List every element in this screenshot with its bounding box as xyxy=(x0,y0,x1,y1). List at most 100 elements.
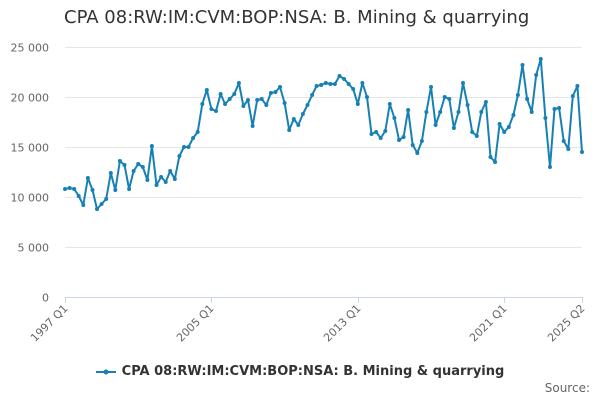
data-point[interactable] xyxy=(76,194,81,198)
data-point[interactable] xyxy=(149,144,154,148)
data-point[interactable] xyxy=(177,154,182,158)
data-point[interactable] xyxy=(250,124,255,128)
data-point[interactable] xyxy=(287,128,292,132)
data-point[interactable] xyxy=(259,97,264,101)
data-point[interactable] xyxy=(497,122,502,126)
data-point[interactable] xyxy=(172,177,177,181)
data-point[interactable] xyxy=(401,135,406,139)
data-point[interactable] xyxy=(200,102,205,106)
data-point[interactable] xyxy=(342,77,347,81)
data-point[interactable] xyxy=(451,126,456,130)
data-point[interactable] xyxy=(95,207,99,211)
data-point[interactable] xyxy=(227,97,232,101)
data-point[interactable] xyxy=(520,63,525,67)
legend[interactable]: CPA 08:RW:IM:CVM:BOP:NSA: B. Mining & qu… xyxy=(0,364,600,381)
data-point[interactable] xyxy=(429,85,433,89)
data-point[interactable] xyxy=(529,110,534,114)
series-line[interactable] xyxy=(64,58,583,210)
data-point[interactable] xyxy=(442,95,447,99)
data-point[interactable] xyxy=(218,92,223,96)
data-point[interactable] xyxy=(566,147,571,151)
data-point[interactable] xyxy=(493,160,498,164)
data-point[interactable] xyxy=(246,98,250,102)
data-point[interactable] xyxy=(378,136,383,140)
data-point[interactable] xyxy=(465,103,470,107)
data-point[interactable] xyxy=(136,162,141,166)
data-point[interactable] xyxy=(72,187,77,191)
data-point[interactable] xyxy=(108,171,113,175)
data-point[interactable] xyxy=(355,102,360,106)
data-point[interactable] xyxy=(419,139,424,143)
data-point[interactable] xyxy=(369,132,374,136)
data-point[interactable] xyxy=(438,110,443,114)
data-point[interactable] xyxy=(182,145,186,149)
data-point[interactable] xyxy=(580,150,584,154)
data-point[interactable] xyxy=(255,98,260,102)
data-point[interactable] xyxy=(337,74,342,78)
data-point[interactable] xyxy=(506,125,511,129)
data-point[interactable] xyxy=(410,143,415,147)
data-point[interactable] xyxy=(346,82,351,86)
data-point[interactable] xyxy=(365,95,369,99)
data-point[interactable] xyxy=(332,82,337,86)
data-point[interactable] xyxy=(479,110,484,114)
data-point[interactable] xyxy=(214,109,218,113)
data-point[interactable] xyxy=(374,130,379,134)
data-point[interactable] xyxy=(291,117,296,121)
data-point[interactable] xyxy=(461,81,465,85)
data-point[interactable] xyxy=(525,97,530,101)
data-point[interactable] xyxy=(81,203,86,207)
data-point[interactable] xyxy=(278,85,282,89)
data-point[interactable] xyxy=(113,188,118,192)
data-point[interactable] xyxy=(424,110,429,114)
data-point[interactable] xyxy=(488,155,493,159)
data-point[interactable] xyxy=(186,145,191,149)
data-point[interactable] xyxy=(310,93,315,97)
data-point[interactable] xyxy=(241,104,246,108)
data-point[interactable] xyxy=(511,113,516,117)
data-point[interactable] xyxy=(104,197,109,201)
data-point[interactable] xyxy=(502,130,507,134)
data-point[interactable] xyxy=(117,159,122,163)
data-point[interactable] xyxy=(433,123,438,127)
data-point[interactable] xyxy=(415,151,420,155)
data-point[interactable] xyxy=(67,186,72,190)
data-point[interactable] xyxy=(406,108,411,112)
data-point[interactable] xyxy=(168,169,173,173)
data-point[interactable] xyxy=(195,130,200,134)
data-point[interactable] xyxy=(154,183,159,187)
data-point[interactable] xyxy=(232,92,237,96)
data-point[interactable] xyxy=(305,103,310,107)
data-point[interactable] xyxy=(470,130,475,134)
data-point[interactable] xyxy=(127,187,132,191)
data-point[interactable] xyxy=(264,103,269,107)
data-point[interactable] xyxy=(300,112,305,116)
data-point[interactable] xyxy=(447,97,452,101)
data-point[interactable] xyxy=(163,180,168,184)
data-point[interactable] xyxy=(273,90,278,94)
data-point[interactable] xyxy=(557,106,562,110)
data-point[interactable] xyxy=(552,107,557,111)
data-point[interactable] xyxy=(236,81,241,85)
data-point[interactable] xyxy=(534,73,539,77)
data-point[interactable] xyxy=(90,188,95,192)
data-point[interactable] xyxy=(282,101,287,105)
data-point[interactable] xyxy=(323,81,328,85)
data-point[interactable] xyxy=(209,107,214,111)
data-point[interactable] xyxy=(538,57,543,61)
data-point[interactable] xyxy=(570,94,575,98)
data-point[interactable] xyxy=(63,187,67,191)
data-point[interactable] xyxy=(456,110,461,114)
data-point[interactable] xyxy=(561,139,566,143)
data-point[interactable] xyxy=(204,88,209,92)
data-point[interactable] xyxy=(296,123,301,127)
series-layer[interactable] xyxy=(63,57,584,211)
data-point[interactable] xyxy=(397,138,401,142)
data-point[interactable] xyxy=(328,82,333,86)
data-point[interactable] xyxy=(575,84,580,88)
data-point[interactable] xyxy=(131,169,136,173)
data-point[interactable] xyxy=(383,129,388,133)
data-point[interactable] xyxy=(99,202,104,206)
data-point[interactable] xyxy=(85,176,90,180)
data-point[interactable] xyxy=(515,93,520,97)
